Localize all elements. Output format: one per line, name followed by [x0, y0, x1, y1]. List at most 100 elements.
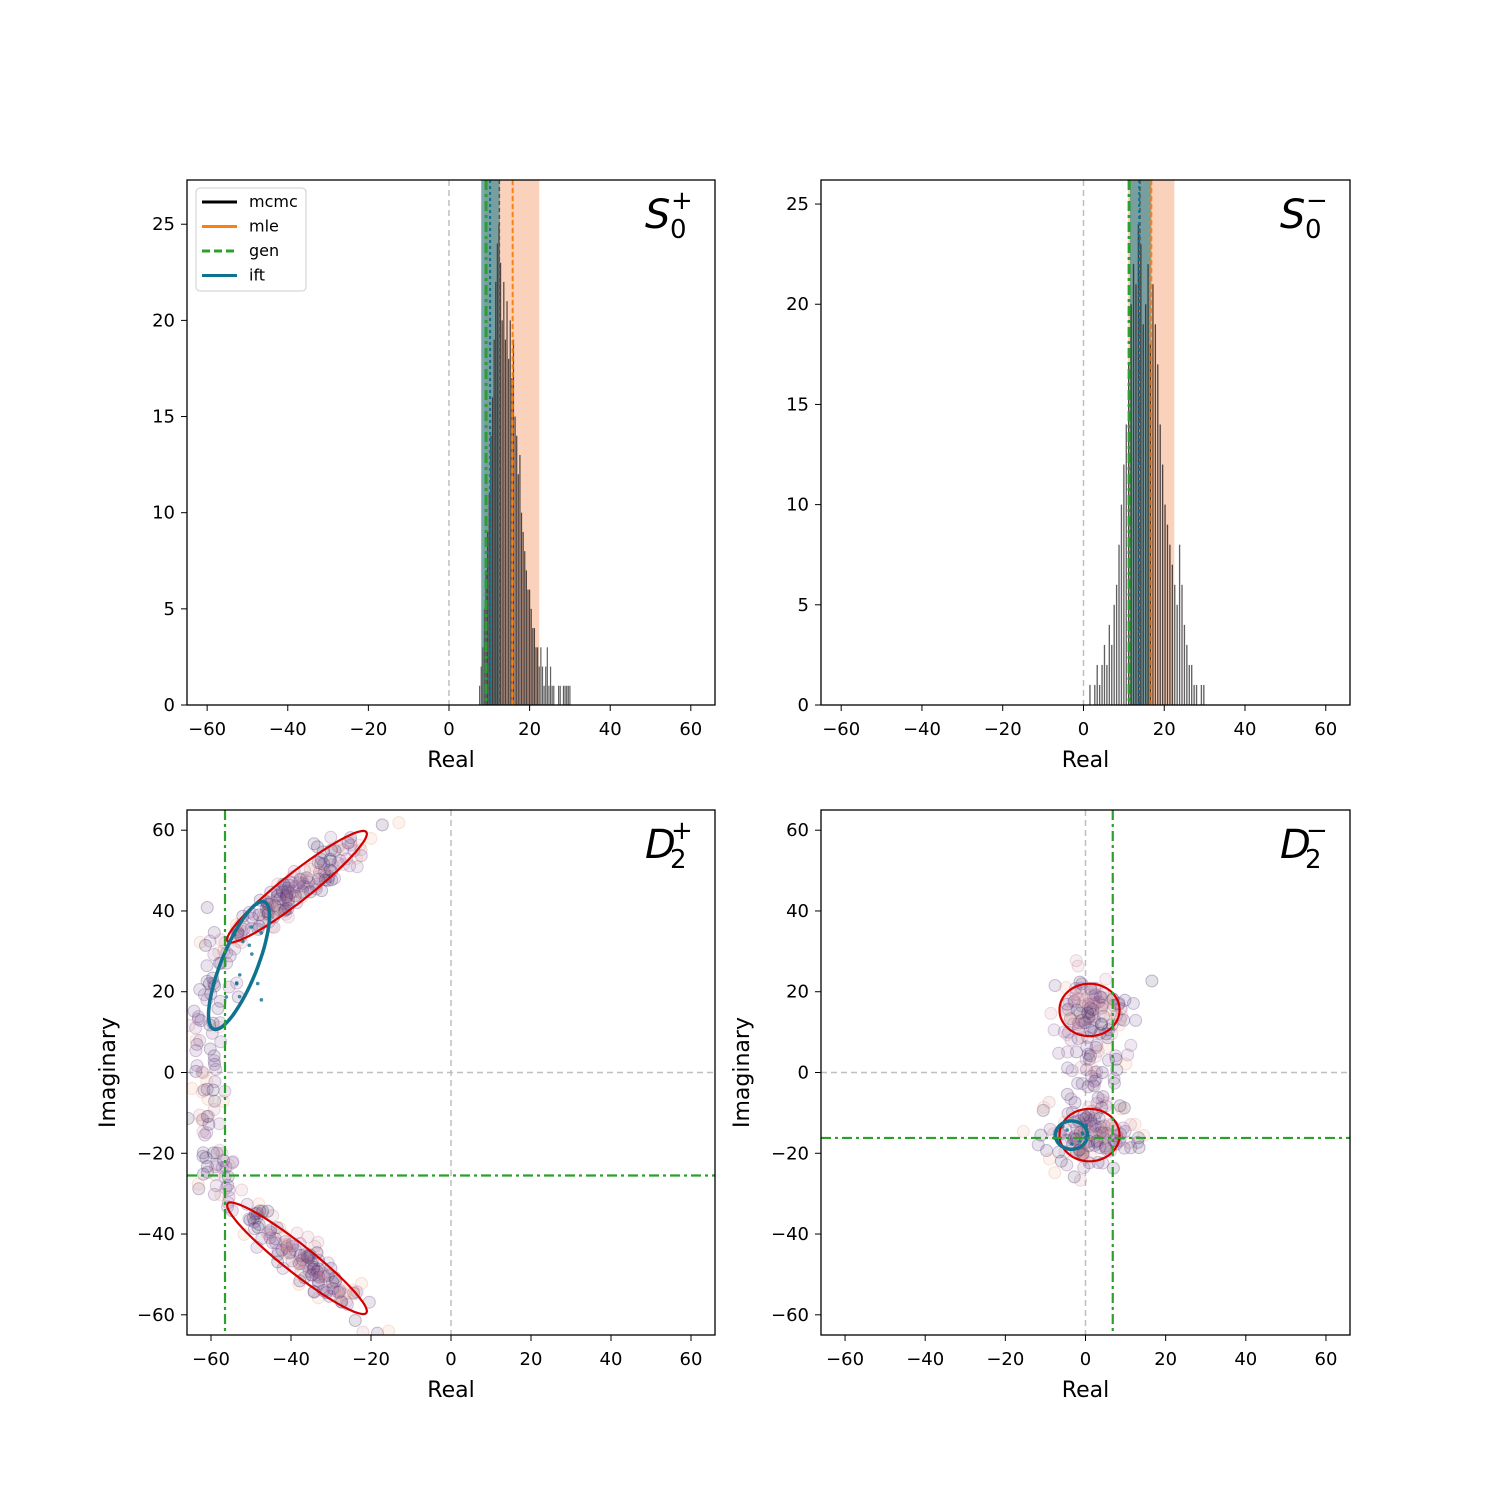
mcmc-sample-point: [1095, 1066, 1109, 1080]
mcmc-sample-point: [1082, 1100, 1096, 1114]
mcmc-sample-point: [318, 1269, 332, 1283]
mcmc-sample-point: [196, 1167, 210, 1181]
histogram-bar: [1203, 684, 1205, 705]
mcmc-sample-point: [311, 1235, 325, 1249]
mcmc-sample-point: [1071, 959, 1085, 973]
mcmc-sample-point: [292, 1257, 306, 1271]
x-axis-label: Real: [427, 1378, 474, 1403]
mcmc-sample-point: [379, 1338, 391, 1350]
x-tick-label: 40: [599, 719, 622, 740]
mcmc-sample-point: [289, 1243, 303, 1257]
mcmc-sample-point: [255, 1231, 269, 1245]
mcmc-sample-point: [196, 1066, 210, 1080]
mcmc-sample-point: [1060, 1087, 1074, 1101]
mcmc-sample-point: [271, 888, 285, 902]
mcmc-sample-point: [191, 1010, 205, 1024]
mcmc-sample-point: [1075, 1013, 1089, 1027]
mcmc-sample-point: [287, 884, 301, 898]
panel-title-subscript: 0: [1305, 215, 1322, 245]
ift-sample-point: [1070, 1142, 1074, 1146]
mcmc-sample-point: [1060, 1003, 1074, 1017]
mcmc-sample-point: [296, 877, 310, 891]
mcmc-sample-point: [1092, 995, 1106, 1009]
ift-sample-point: [259, 931, 264, 935]
histogram-bar: [540, 647, 542, 705]
histogram-bar: [1135, 284, 1137, 705]
panel-title-subscript: 2: [670, 845, 687, 875]
mcmc-sample-point: [328, 1271, 342, 1285]
x-tick-label: 40: [1234, 719, 1257, 740]
mcmc-sample-point: [283, 1246, 297, 1260]
histogram-bar: [480, 666, 482, 705]
histogram-bar: [1120, 504, 1123, 705]
histogram-bar: [1147, 264, 1149, 705]
histogram-bar: [1089, 684, 1091, 705]
mcmc-sample-point: [1090, 1065, 1104, 1079]
x-tick-label: −20: [986, 1349, 1024, 1370]
mcmc-sample-point: [310, 1269, 324, 1283]
mcmc-sample-point: [290, 1226, 304, 1240]
histogram-bar: [503, 281, 505, 705]
y-tick-label: −40: [771, 1224, 809, 1245]
histogram-bar: [548, 685, 550, 705]
x-tick-label: 20: [518, 719, 541, 740]
panel-title-subscript: 0: [670, 215, 687, 245]
mcmc-sample-point: [336, 843, 350, 857]
histogram-bar: [1096, 664, 1098, 705]
mcmc-sample-point: [321, 1256, 335, 1270]
mcmc-sample-point: [1095, 1001, 1109, 1015]
mcmc-sample-point: [392, 816, 406, 830]
panel-title-base: D: [645, 822, 676, 868]
mcmc-sample-point: [210, 1146, 224, 1160]
mcmc-sample-point: [1080, 1062, 1094, 1076]
mcmc-sample-point: [202, 1117, 216, 1131]
mcmc-sample-point: [1044, 1006, 1058, 1020]
mcmc-sample-point: [208, 1094, 222, 1108]
mcmc-sample-point: [1087, 1013, 1101, 1027]
mcmc-sample-point: [278, 881, 292, 895]
mcmc-sample-point: [1095, 991, 1109, 1005]
histogram-bar: [553, 685, 555, 705]
mcmc-sample-point: [296, 1253, 310, 1267]
mcmc-sample-point: [197, 1083, 211, 1097]
x-tick-label: 0: [443, 719, 454, 740]
histogram-bar: [491, 397, 494, 705]
mcmc-sample-point: [245, 911, 259, 925]
mcmc-sample-point: [1073, 1006, 1087, 1020]
mcmc-sample-point: [280, 888, 294, 902]
mcmc-sample-point: [299, 1258, 313, 1272]
mcmc-sample-point: [1088, 988, 1102, 1002]
mcmc-sample-point: [172, 1010, 184, 1022]
mcmc-sample-point: [1060, 1158, 1074, 1172]
mcmc-sample-point: [213, 994, 227, 1008]
y-tick-label: 5: [798, 595, 809, 616]
mcmc-sample-point: [282, 878, 296, 892]
histogram-bar: [527, 589, 529, 705]
mcmc-sample-point: [247, 1222, 261, 1236]
histogram-bar: [1145, 304, 1147, 705]
mcmc-sample-point: [325, 873, 339, 887]
mcmc-sample-point: [1062, 994, 1076, 1008]
panel-title-superscript: +: [671, 186, 693, 216]
mcmc-sample-point: [288, 889, 302, 903]
histogram-bar: [1140, 244, 1142, 705]
histogram-bar: [482, 647, 484, 705]
mcmc-sample-point: [1082, 1156, 1096, 1170]
mcmc-sample-point: [1124, 1118, 1138, 1132]
y-tick-label: 25: [152, 214, 175, 235]
mcmc-sample-point: [242, 1212, 256, 1226]
mcmc-sample-point: [1088, 1119, 1102, 1133]
mcmc-sample-point: [323, 852, 337, 866]
ift-sample-point: [255, 981, 260, 986]
legend: mcmc mle gen ift: [195, 187, 307, 292]
mcmc-sample-point: [263, 1231, 277, 1245]
mcmc-sample-point: [278, 904, 292, 918]
histogram-bar: [1161, 464, 1164, 705]
mle-ellipse: [225, 829, 369, 944]
mcmc-sample-point: [1129, 1013, 1143, 1027]
histogram-bar: [1195, 684, 1198, 705]
mcmc-sample-point: [190, 1059, 204, 1073]
y-tick-label: 60: [152, 820, 175, 841]
mcmc-sample-point: [347, 1286, 361, 1300]
